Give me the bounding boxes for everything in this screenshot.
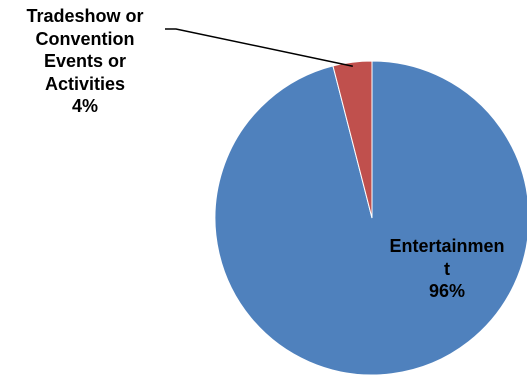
value-label: 96% — [428, 281, 466, 301]
label-line: Activities — [44, 73, 126, 94]
leader-line-tradeshow — [165, 28, 353, 67]
data-label-tradeshow: Tradeshow or Convention Events or Activi… — [5, 5, 165, 118]
label-line: Events or — [43, 51, 127, 71]
pie-slice-entertainment — [214, 60, 527, 375]
data-label-entertainment: Entertainmen t 96% — [372, 235, 522, 303]
label-line: t — [444, 258, 450, 279]
value-label: 4% — [71, 96, 98, 116]
pie-slice-tradeshow-or-convention-events-or-activities — [332, 60, 373, 219]
label-line: Entertainmen — [389, 236, 505, 256]
label-line: Tradeshow or — [26, 6, 144, 26]
label-line: Convention — [35, 28, 135, 49]
